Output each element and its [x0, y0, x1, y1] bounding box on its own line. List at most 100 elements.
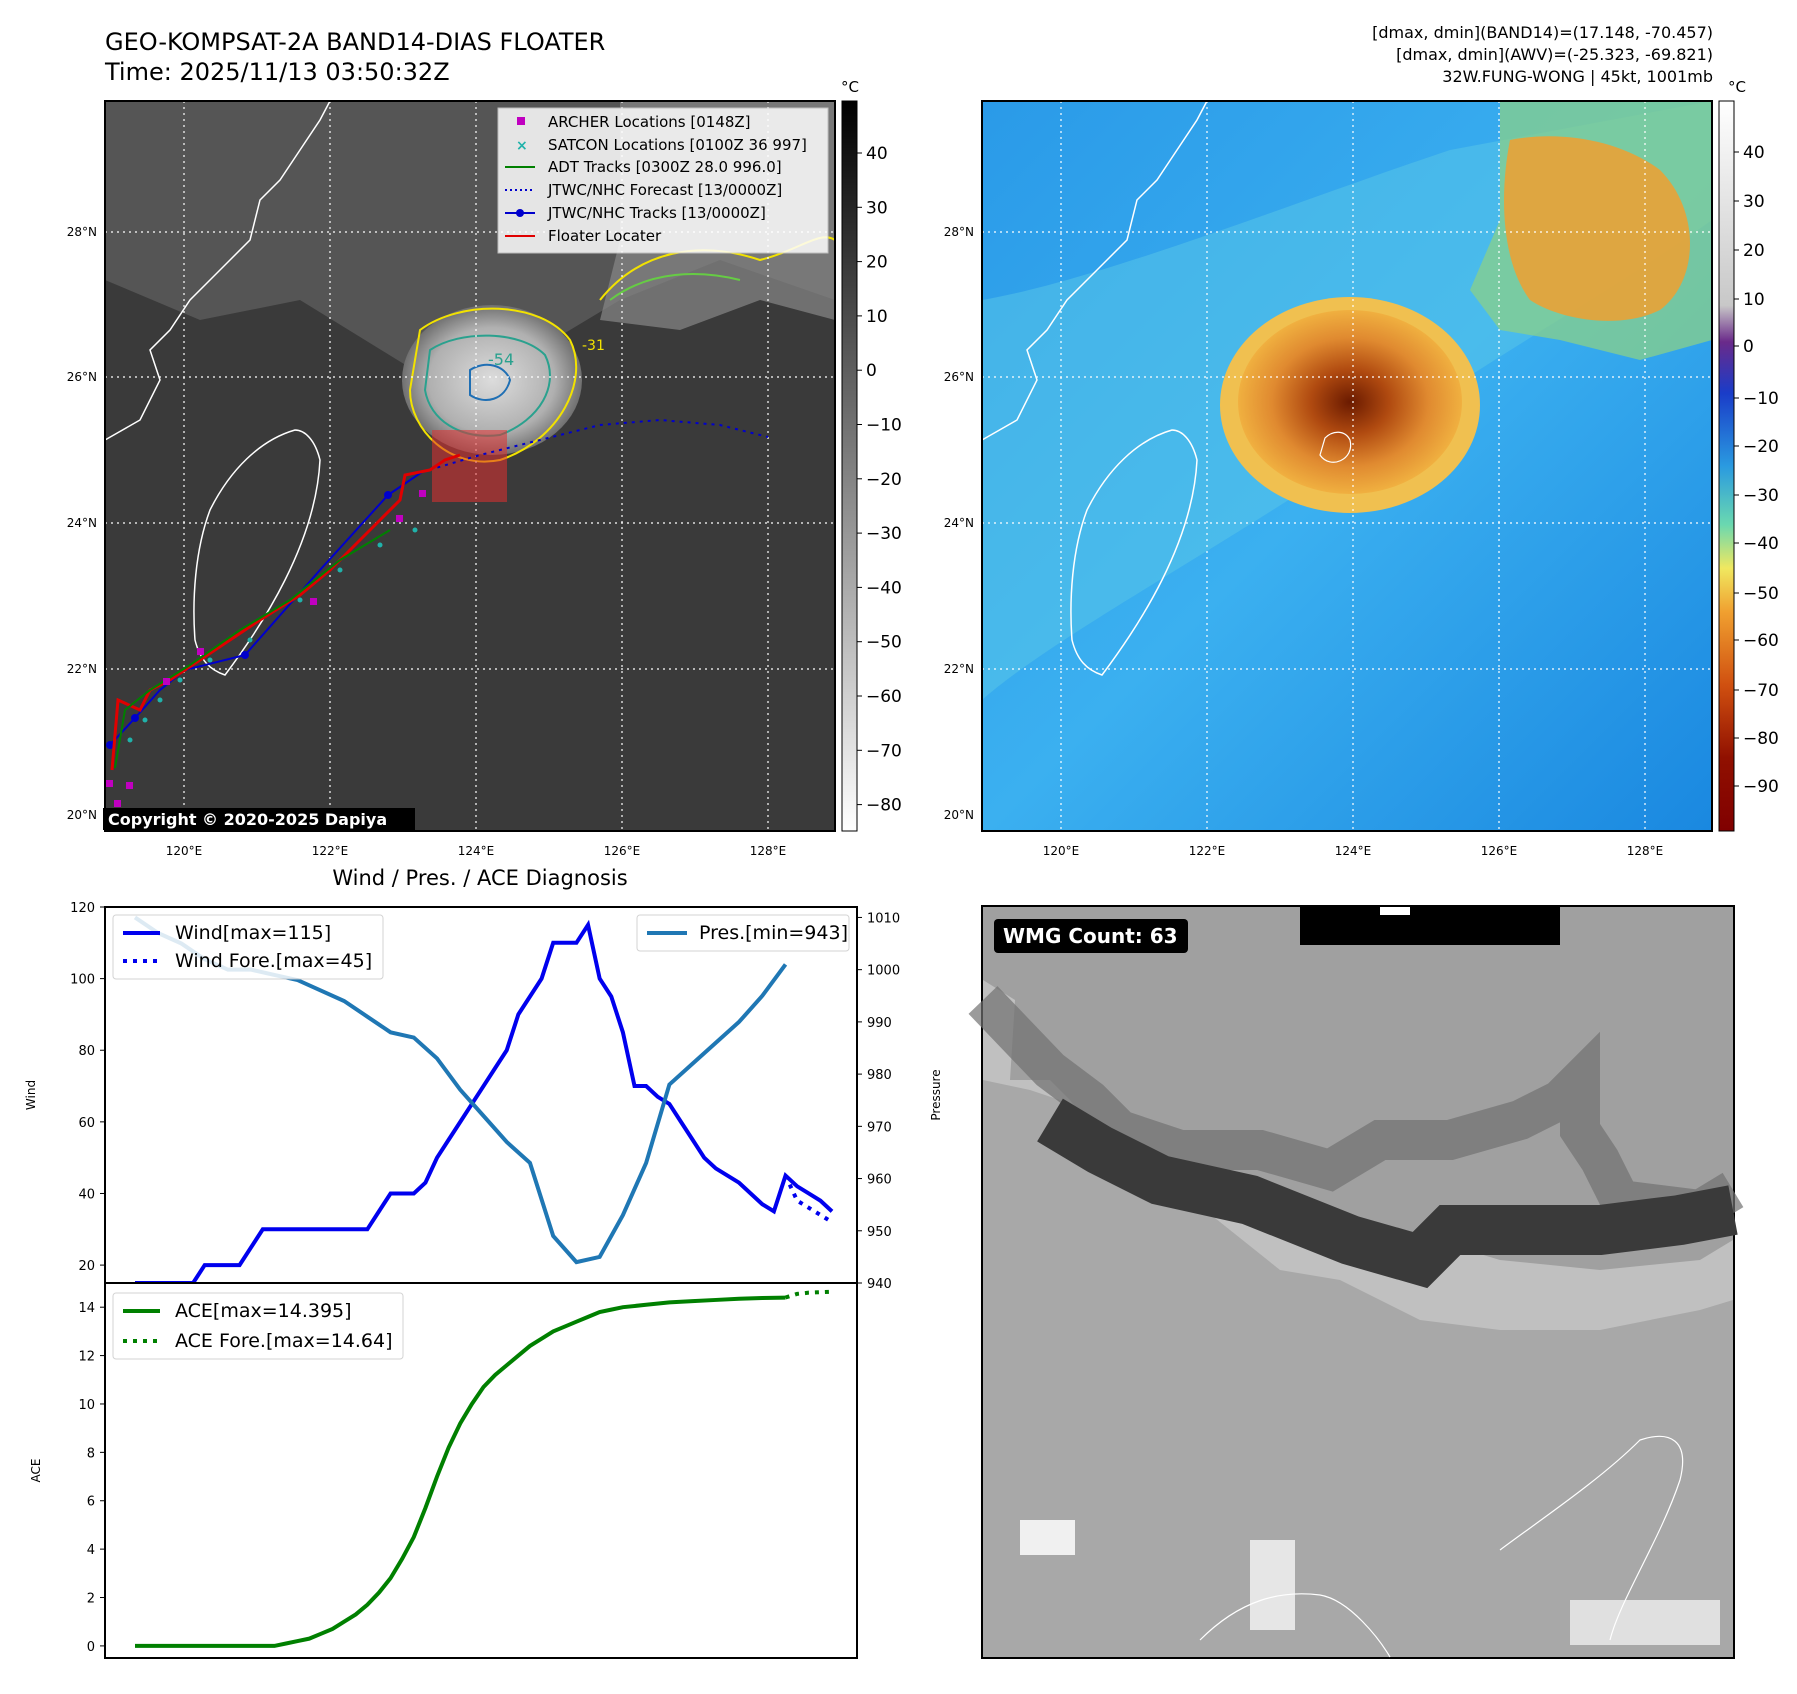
jtwc-track-points — [106, 491, 392, 749]
ace-ytick-label: 4 — [87, 1543, 95, 1558]
lat-tick-label: 26°N — [67, 370, 97, 384]
jtwc-track — [109, 471, 423, 746]
gray-colorbar-label: 10 — [866, 307, 888, 327]
lat-tick-label: 22°N — [67, 662, 97, 676]
floater-box — [432, 430, 507, 502]
china-coast-color — [981, 100, 1208, 441]
map-time: Time: 2025/11/13 03:50:32Z — [104, 58, 450, 86]
color-colorbar-label: 0 — [1743, 337, 1754, 357]
legend-adt: ADT Tracks [0300Z 28.0 996.0] — [548, 158, 782, 176]
gray-colorbar-label: −40 — [866, 578, 902, 598]
color-colorbar-label: −10 — [1743, 389, 1779, 409]
color-colorbar-label: −50 — [1743, 584, 1779, 604]
ace-chart: 0 2 4 6 8 10 12 14 ACE ACE[max=14.395] ACE Fore.[m… — [29, 1282, 858, 1659]
lat-tick-label: 24°N — [67, 516, 97, 530]
ace-ytick-label: 10 — [78, 1398, 95, 1413]
map-right-ticks: 20°N 22°N 24°N 26°N 28°N 120°E 122°E 124°E 126°E… — [944, 225, 1664, 858]
gray-colorbar-label: 0 — [866, 361, 877, 381]
ace-ytick-label: 8 — [87, 1446, 95, 1461]
gray-colorbar-label: −30 — [866, 524, 902, 544]
legend-ace: ACE[max=14.395] — [175, 1300, 352, 1322]
wind-ytick-label: 120 — [70, 901, 95, 916]
map-left-ticks: 20°N 22°N 24°N 26°N 28°N 120°E 122°E 124°E 126°E… — [67, 225, 787, 858]
gray-colorbar-label: 40 — [866, 144, 888, 164]
legend-wind-fore: Wind Fore.[max=45] — [175, 950, 372, 972]
legend-archer: ARCHER Locations [0148Z] — [548, 113, 751, 131]
adt-track — [114, 529, 391, 769]
legend-jtwc-forecast: JTWC/NHC Forecast [13/0000Z] — [547, 181, 782, 199]
ace-series-line-0 — [135, 1295, 786, 1648]
lat-tick-label: 28°N — [944, 225, 974, 239]
color-colorbar-label: 30 — [1743, 192, 1765, 212]
gray-colorbar-label: −50 — [866, 633, 902, 653]
legend-satcon: SATCON Locations [0100Z 36 997] — [548, 136, 807, 154]
ace-ytick-label: 0 — [87, 1640, 95, 1655]
color-colorbar-label: −90 — [1743, 777, 1779, 797]
lat-tick-label: 26°N — [944, 370, 974, 384]
pressure-ytick-label: 960 — [867, 1173, 892, 1188]
lon-tick-label: 128°E — [750, 844, 787, 858]
archer-points — [106, 490, 426, 807]
lon-tick-label: 120°E — [166, 844, 203, 858]
svg-text:×: × — [516, 138, 528, 154]
china-coast-outline — [104, 100, 331, 441]
ace-axis-label: ACE — [29, 1459, 43, 1483]
ace-ytick-label: 2 — [87, 1592, 95, 1607]
contour-label-54: -54 — [488, 350, 514, 369]
pressure-ytick-label: 1010 — [867, 911, 900, 926]
awv-range: [dmax, dmin](AWV)=(-25.323, -69.821) — [1396, 45, 1713, 64]
satcon-points — [127, 527, 418, 743]
wind-ytick-label: 60 — [78, 1116, 95, 1131]
color-colorbar-label: 40 — [1743, 143, 1765, 163]
color-colorbar-label: −80 — [1743, 729, 1779, 749]
pressure-ytick-label: 990 — [867, 1016, 892, 1031]
gray-colorbar-label: 20 — [866, 253, 888, 273]
lon-tick-label: 128°E — [1627, 844, 1664, 858]
wind-axis-label: Wind — [24, 1080, 38, 1110]
legend-floater: Floater Locater — [548, 227, 662, 245]
color-colorbar-label: −40 — [1743, 534, 1779, 554]
legend-pressure: Pres.[min=943] — [699, 922, 848, 944]
storm-info: 32W.FUNG-WONG | 45kt, 1001mb — [1442, 67, 1713, 86]
ir-grayscale-map: -54 -31 ARCH — [103, 100, 836, 832]
ace-ytick-label: 6 — [87, 1495, 95, 1510]
wind-ytick-label: 40 — [78, 1187, 95, 1202]
copyright: Copyright © 2020-2025 Dapiya — [108, 810, 387, 829]
pressure-legend-box — [636, 914, 850, 952]
pressure-ytick-label: 970 — [867, 1120, 892, 1135]
jtwc-forecast-track — [421, 418, 769, 473]
lat-tick-label: 20°N — [67, 808, 97, 822]
gray-colorbar-unit: °C — [841, 78, 859, 96]
lat-tick-label: 28°N — [67, 225, 97, 239]
band-range: [dmax, dmin](BAND14)=(17.148, -70.457) — [1372, 23, 1713, 42]
lat-tick-label: 22°N — [944, 662, 974, 676]
color-colorbar-label: −70 — [1743, 681, 1779, 701]
map-title: GEO-KOMPSAT-2A BAND14-DIAS FLOATER — [105, 28, 605, 56]
pressure-axis-label: Pressure — [929, 1069, 943, 1120]
wind-ytick-label: 80 — [78, 1044, 95, 1059]
pressure-ytick-label: 980 — [867, 1068, 892, 1083]
lat-tick-label: 24°N — [944, 516, 974, 530]
gray-colorbar-label: −70 — [866, 741, 902, 761]
floater-locater-track — [110, 453, 461, 771]
lon-tick-label: 122°E — [312, 844, 349, 858]
gray-colorbar-label: 30 — [866, 198, 888, 218]
wmg-count: WMG Count: 63 — [1003, 924, 1178, 948]
lon-tick-label: 120°E — [1043, 844, 1080, 858]
wind-pressure-chart: 20 40 60 80 100 120 940 950 960 970 980 990 1000 1010… — [24, 901, 943, 1292]
gray-colorbar-label: −20 — [866, 470, 902, 490]
series-line-0 — [135, 919, 834, 1285]
legend-wind: Wind[max=115] — [175, 922, 331, 944]
ace-ytick-label: 14 — [78, 1301, 95, 1316]
chart-title: Wind / Pres. / ACE Diagnosis — [332, 866, 627, 890]
legend-ace-fore: ACE Fore.[max=14.64] — [175, 1330, 393, 1352]
pressure-ytick-label: 940 — [867, 1277, 892, 1292]
color-colorbar-label: 20 — [1743, 241, 1765, 261]
gray-colorbar-label: −80 — [866, 796, 902, 816]
legend-jtwc-tracks: JTWC/NHC Tracks [13/0000Z] — [547, 204, 766, 222]
ir-color-map — [981, 100, 1713, 832]
color-colorbar-label: −30 — [1743, 486, 1779, 506]
ace-ytick-label: 12 — [78, 1350, 95, 1365]
color-colorbar-label: 10 — [1743, 290, 1765, 310]
